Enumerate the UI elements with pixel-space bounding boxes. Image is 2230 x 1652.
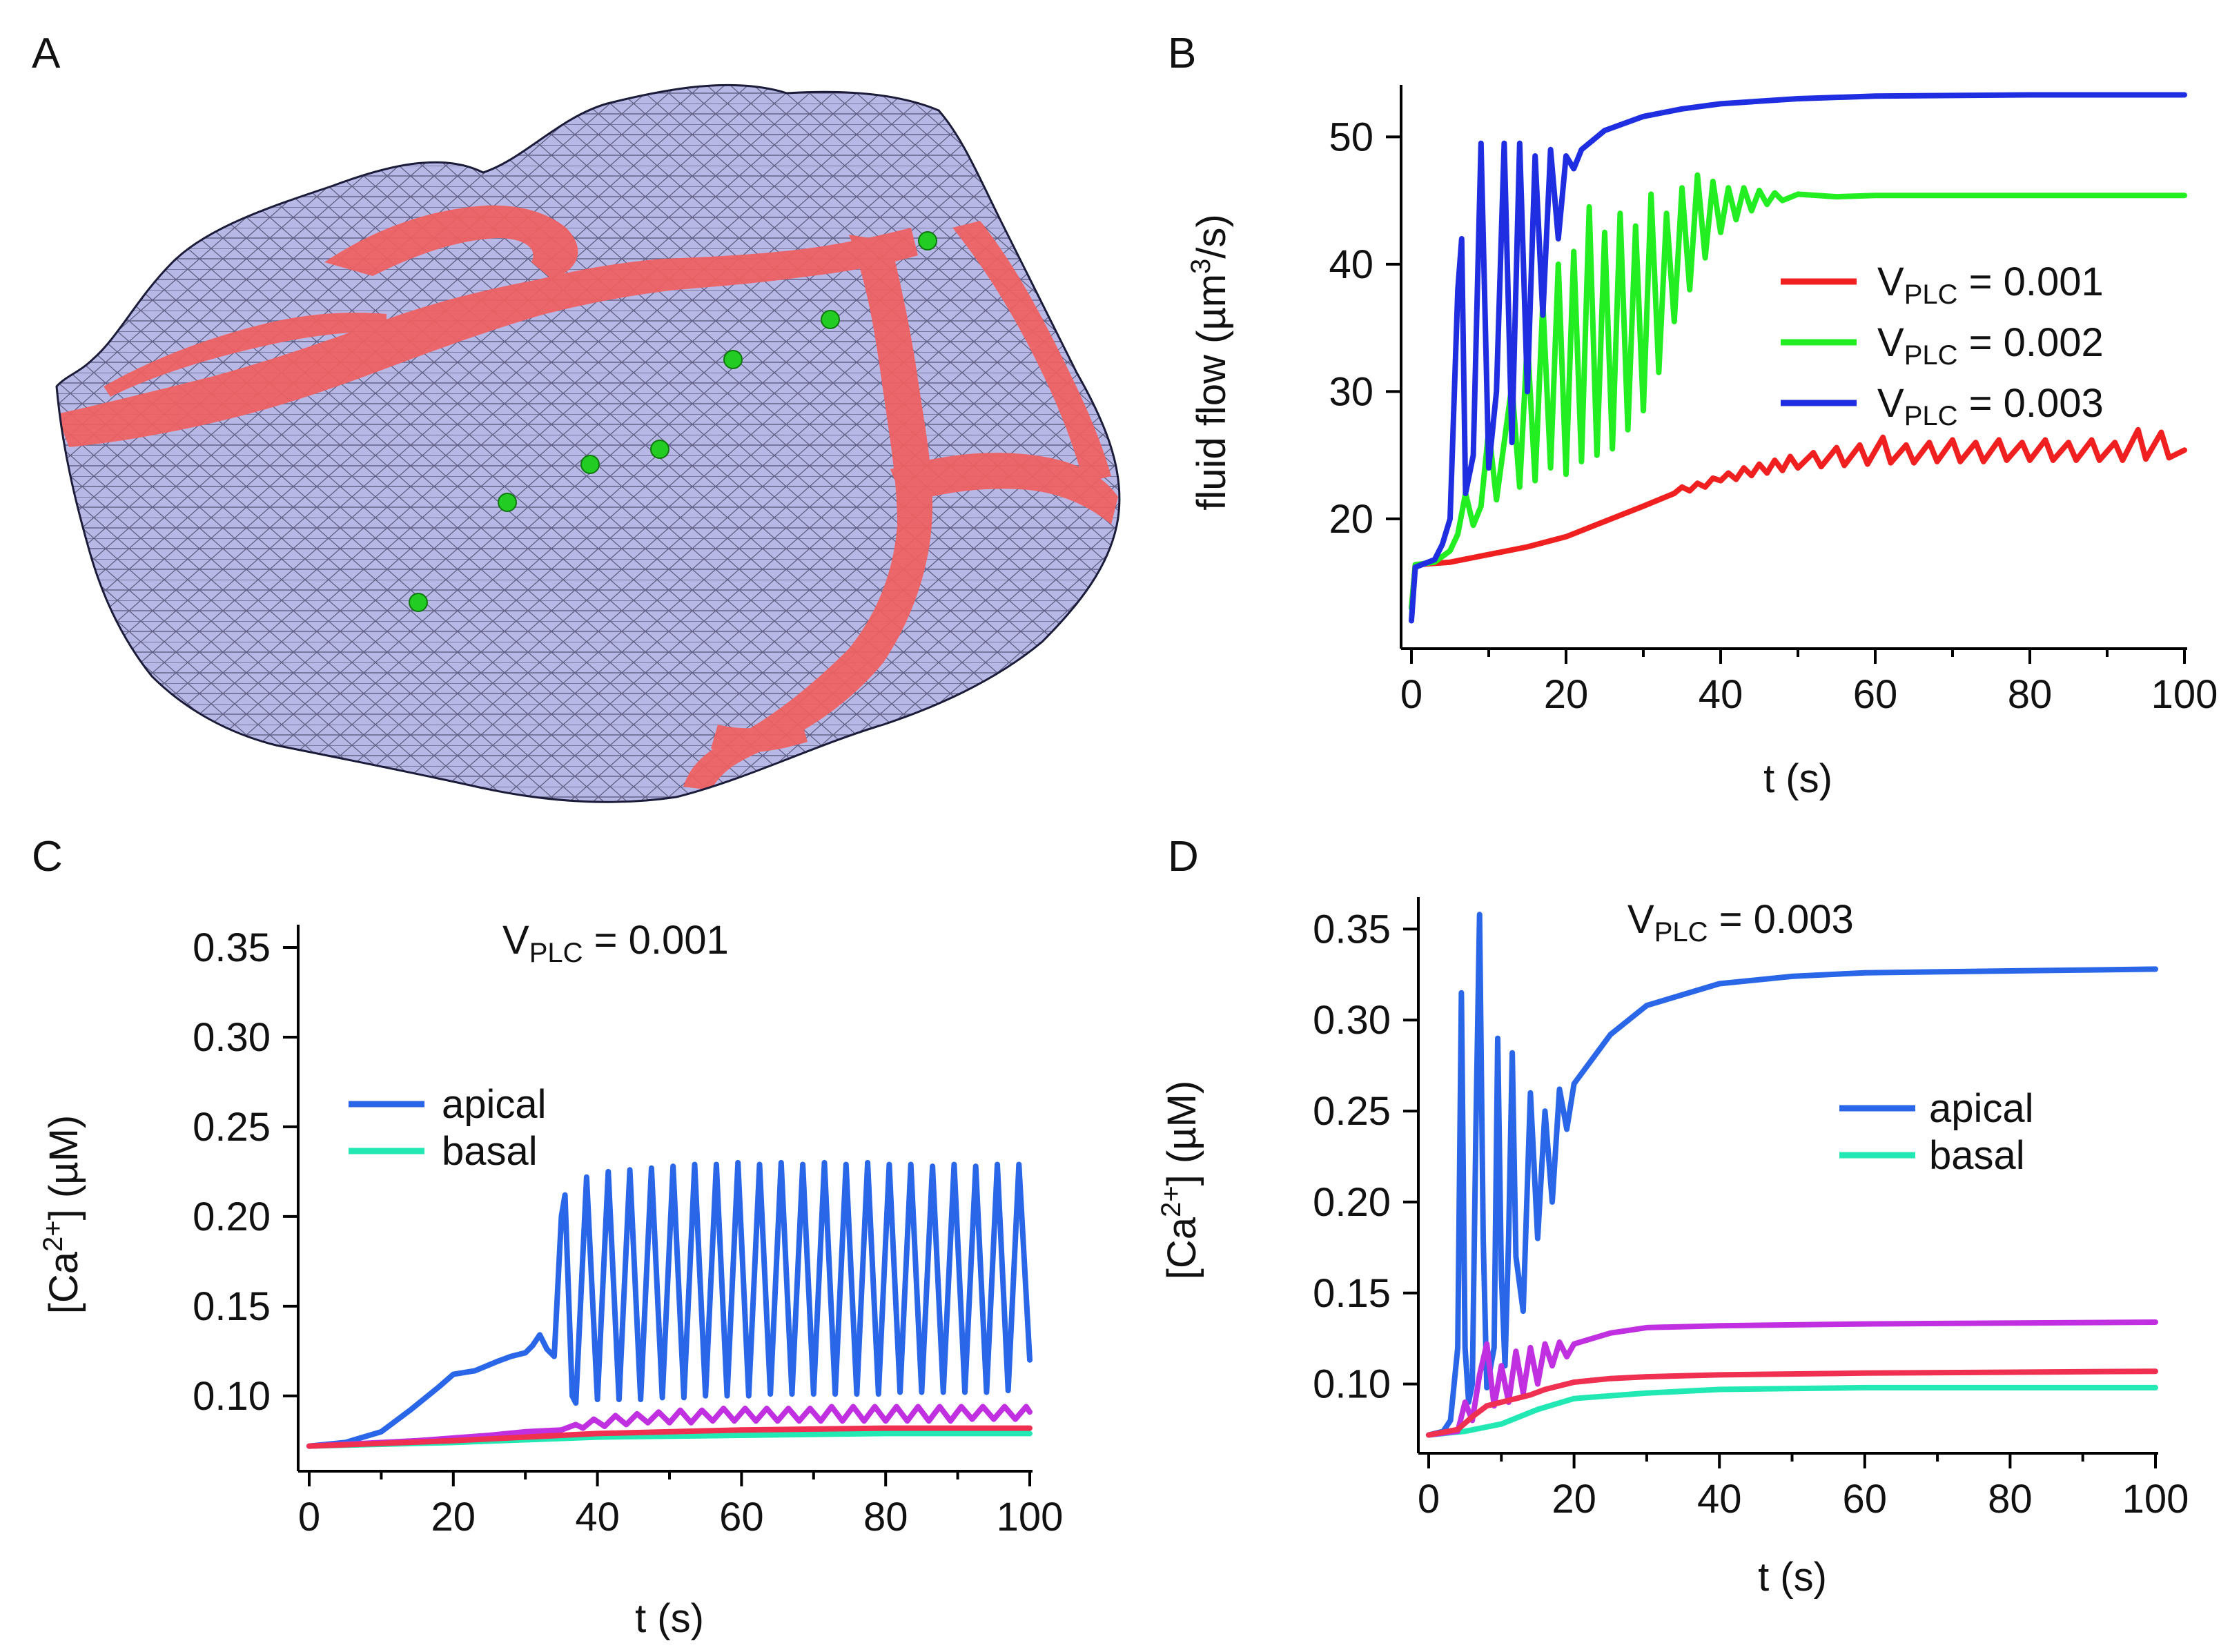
x-tick-label: 100 — [2122, 1477, 2189, 1522]
legend-label: VPLC = 0.003 — [1877, 381, 2104, 431]
x-axis-label: t (s) — [1758, 1555, 1827, 1600]
legend-label: basal — [1929, 1133, 2025, 1178]
x-tick-label: 100 — [997, 1495, 1064, 1540]
y-tick-label: 0.35 — [193, 925, 271, 970]
y-tick-label: 0.30 — [193, 1015, 271, 1060]
series-intermediate-1 — [306, 1404, 1033, 1449]
x-tick-label: 0 — [1418, 1477, 1440, 1522]
x-tick-label: 0 — [1400, 672, 1422, 717]
y-tick-label: 0.25 — [193, 1105, 271, 1150]
y-tick-label: 0.15 — [1313, 1271, 1391, 1316]
x-tick-label: 40 — [1699, 672, 1743, 717]
y-tick-label: 0.20 — [193, 1194, 271, 1239]
panel-d-letter: D — [1168, 833, 1199, 881]
series-basal — [1426, 1384, 2158, 1438]
sample-point — [580, 455, 600, 474]
y-tick-label: 20 — [1329, 497, 1373, 542]
x-tick-label: 40 — [575, 1495, 620, 1540]
panel-a-letter: A — [32, 30, 61, 77]
x-tick-label: 60 — [1853, 672, 1898, 717]
x-tick-label: 20 — [1552, 1477, 1596, 1522]
y-tick-label: 0.10 — [193, 1374, 271, 1419]
y-tick-label: 0.30 — [1313, 998, 1391, 1043]
sample-point — [821, 310, 840, 329]
calcium-chart-high: 0 20 40 60 80 100 0.10 0.15 0.20 0.25 0.30 0.35 t (s… — [1156, 897, 2189, 1600]
series-vplc-0-001 — [1409, 426, 2187, 611]
apical-region — [57, 205, 1118, 790]
x-tick-label: 80 — [2008, 672, 2053, 717]
series-apical — [306, 1159, 1033, 1449]
sample-point — [723, 350, 743, 369]
y-axis-label: fluid flow (µm3/s) — [1186, 214, 1234, 511]
x-tick-label: 60 — [719, 1495, 764, 1540]
y-tick-label: 0.35 — [1313, 907, 1391, 952]
series-intermediate-1 — [1426, 1319, 2158, 1438]
x-tick-label: 20 — [1544, 672, 1589, 717]
series-intermediate-2 — [1426, 1368, 2158, 1438]
panel-c-letter: C — [32, 833, 63, 881]
x-tick-label: 80 — [1988, 1477, 2033, 1522]
y-tick-label: 0.20 — [1313, 1180, 1391, 1225]
sample-point — [409, 593, 428, 612]
y-tick-label: 30 — [1329, 369, 1373, 414]
panel-d: D VPLC = 0.003 0 20 40 60 80 1000.100.150.200… — [1156, 833, 2189, 1600]
sample-point — [498, 493, 517, 512]
panel-d-annotation: VPLC = 0.003 — [1627, 897, 1854, 947]
x-tick-label: 40 — [1697, 1477, 1742, 1522]
panel-b: B 0 20 40 60 80 100 20 30 40 50 t (s) fluid flow (µ… — [1168, 30, 2218, 801]
y-tick-label: 0.10 — [1313, 1362, 1391, 1407]
legend-label: apical — [442, 1082, 547, 1127]
x-tick-label: 100 — [2151, 672, 2218, 717]
y-tick-label: 0.25 — [1313, 1089, 1391, 1134]
fluid-flow-legend: VPLC = 0.001 VPLC = 0.002 VPLC = 0.003 — [1781, 259, 2104, 431]
panel-c: C VPLC = 0.001 0 20 40 60 80 1000.100.150.200… — [32, 833, 1063, 1641]
sample-point — [650, 440, 669, 459]
legend-label: apical — [1929, 1086, 2034, 1131]
x-tick-label: 60 — [1843, 1477, 1888, 1522]
fluid-flow-chart: 0 20 40 60 80 100 20 30 40 50 t (s) fluid flow (µm3… — [1186, 85, 2218, 801]
x-tick-label: 80 — [863, 1495, 908, 1540]
x-tick-label: 20 — [431, 1495, 476, 1540]
panel-c-annotation: VPLC = 0.001 — [502, 918, 729, 968]
calcium-chart-low: 0 20 40 60 80 100 0.10 0.15 0.20 0.25 0.30 0.35 t (s… — [38, 925, 1063, 1641]
cell-mesh — [57, 85, 1119, 803]
panel-b-letter: B — [1168, 30, 1196, 77]
y-tick-label: 50 — [1329, 115, 1373, 159]
y-tick-label: 0.15 — [193, 1284, 271, 1329]
series-intermediate-2 — [306, 1425, 1033, 1449]
sample-points — [409, 231, 937, 612]
x-tick-label: 0 — [298, 1495, 320, 1540]
y-axis-label: [Ca2+] (µM) — [1156, 1081, 1204, 1279]
legend-label: basal — [442, 1129, 538, 1174]
y-tick-label: 40 — [1329, 242, 1373, 287]
sample-point — [918, 231, 937, 250]
panel-a: A — [32, 30, 1121, 803]
y-axis-label: [Ca2+] (µM) — [38, 1115, 86, 1314]
legend-label: VPLC = 0.001 — [1877, 259, 2104, 310]
x-axis-label: t (s) — [635, 1596, 704, 1641]
series-vplc-0-003 — [1409, 92, 2187, 624]
x-axis-label: t (s) — [1763, 756, 1832, 801]
legend-label: VPLC = 0.002 — [1877, 320, 2104, 371]
series-apical — [1426, 912, 2158, 1438]
